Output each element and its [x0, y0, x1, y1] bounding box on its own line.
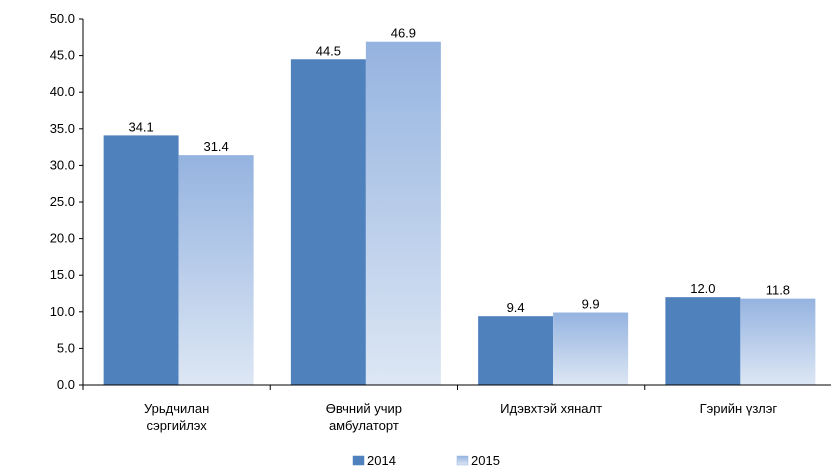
- x-category-label: Гэрийн үзлэг: [700, 401, 778, 416]
- legend-label-2014: 2014: [367, 453, 396, 468]
- data-label-2015: 31.4: [203, 139, 228, 154]
- data-label-2015: 46.9: [391, 26, 416, 41]
- y-tick-label: 50.0: [50, 11, 75, 26]
- legend-swatch-2015: [456, 455, 469, 466]
- x-category-label: Өвчний учир: [326, 401, 402, 416]
- y-tick-label: 25.0: [50, 194, 75, 209]
- y-tick-label: 5.0: [57, 340, 75, 355]
- y-tick-label: 35.0: [50, 121, 75, 136]
- data-label-2014: 44.5: [316, 43, 341, 58]
- bar-2015: [740, 298, 816, 385]
- legend-swatch-2014: [352, 455, 365, 466]
- x-category-label: амбулаторт: [329, 418, 399, 433]
- bar-2015: [553, 312, 629, 385]
- data-label-2015: 9.9: [582, 297, 600, 312]
- y-tick-label: 20.0: [50, 231, 75, 246]
- bar-2014: [478, 316, 554, 385]
- data-label-2015: 11.8: [766, 283, 790, 298]
- data-labels: 34.1 31.4 44.5 46.9 9.4 9.9 12.0 11.8: [128, 26, 790, 315]
- bars: [103, 41, 816, 385]
- bar-2014: [103, 135, 179, 385]
- data-label-2014: 12.0: [690, 281, 715, 296]
- bar-2015: [178, 155, 254, 385]
- legend: 2014 2015: [352, 453, 500, 468]
- y-tick-label: 40.0: [50, 84, 75, 99]
- x-axis: Урьдчилан сэргийлэх Өвчний учир амбулаторт И…: [82, 384, 831, 433]
- bar-2015: [365, 41, 441, 385]
- y-tick-label: 0.0: [57, 377, 75, 392]
- y-axis: 0.0 5.0 10.0 15.0 20.0 25.0 30.0 35.0 40.0 45.0 50…: [50, 11, 84, 392]
- bar-2014: [665, 297, 741, 385]
- legend-label-2015: 2015: [471, 453, 500, 468]
- data-label-2014: 9.4: [507, 300, 525, 315]
- y-tick-label: 45.0: [50, 48, 75, 63]
- data-label-2014: 34.1: [128, 119, 153, 134]
- y-tick-label: 10.0: [50, 304, 75, 319]
- y-tick-label: 15.0: [50, 267, 75, 282]
- y-tick-label: 30.0: [50, 157, 75, 172]
- bar-2014: [290, 59, 366, 385]
- x-category-label: сэргийлэх: [146, 418, 207, 433]
- x-category-label: Урьдчилан: [144, 401, 209, 416]
- x-category-label: Идэвхтэй хяналт: [500, 401, 602, 416]
